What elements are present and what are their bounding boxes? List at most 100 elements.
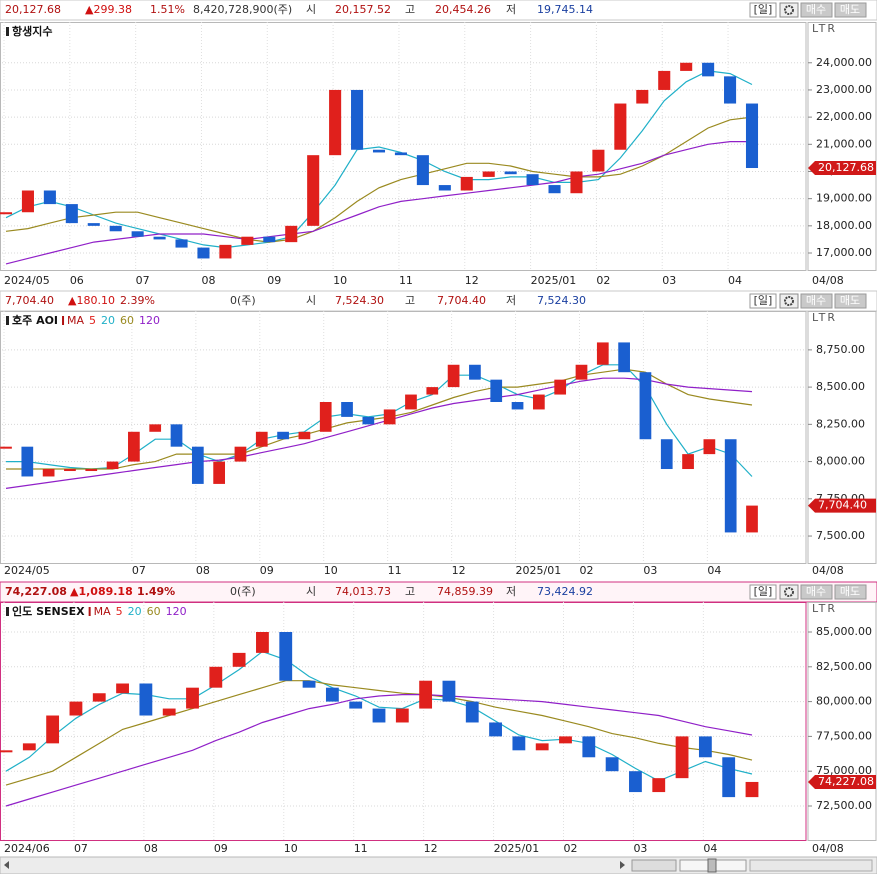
ma-line — [5, 70, 753, 249]
period-button[interactable]: [일] — [754, 584, 773, 598]
y-tick-label: 8,000.00 — [816, 455, 865, 468]
header-field: 0(주) — [230, 585, 256, 598]
header-field: ▲299.38 — [85, 3, 132, 16]
x-tick-label: 07 — [74, 842, 88, 855]
header-field: 20,157.52 — [335, 3, 391, 16]
candle — [526, 174, 539, 186]
buy-button[interactable]: 매수 — [806, 294, 826, 307]
settings-icon — [784, 296, 794, 306]
period-button[interactable]: [일] — [754, 2, 773, 16]
sell-button[interactable]: 매도 — [840, 294, 860, 307]
title-marker — [6, 316, 9, 325]
candle — [131, 231, 144, 237]
settings-button[interactable] — [779, 584, 799, 600]
x-tick-label: 08 — [201, 274, 215, 287]
sell-box[interactable] — [834, 2, 867, 18]
scrollbar — [0, 856, 877, 874]
legend-entry: 60 — [120, 314, 134, 327]
axis-frame — [807, 602, 877, 841]
candle — [660, 439, 673, 470]
x-tick-label: 12 — [424, 842, 438, 855]
plot-frame — [0, 22, 807, 271]
buy-box[interactable] — [800, 293, 833, 309]
y-tick-label: 18,000.00 — [816, 219, 872, 232]
y-tick-label: 75,000.00 — [816, 764, 872, 777]
x-tick-label: 08 — [144, 842, 158, 855]
buy-button[interactable]: 매수 — [806, 3, 826, 16]
settings-button[interactable] — [779, 2, 799, 18]
x-tick-label: 03 — [643, 564, 657, 577]
candle — [703, 439, 716, 455]
candle — [186, 687, 199, 709]
x-tick-label: 04 — [728, 274, 742, 287]
axis-mode[interactable]: LTR — [812, 22, 837, 35]
x-tick-label: 09 — [214, 842, 228, 855]
header-field: 19,745.14 — [537, 3, 593, 16]
candle — [298, 431, 311, 440]
candle — [582, 736, 596, 758]
candle — [139, 683, 153, 716]
ma-line — [5, 377, 753, 489]
candle — [405, 394, 417, 410]
candle — [65, 204, 78, 224]
candle — [0, 212, 13, 215]
candle — [92, 693, 106, 702]
legend-marker — [88, 607, 91, 616]
sell-button[interactable]: 매도 — [840, 3, 860, 16]
y-tick-label: 82,500.00 — [816, 660, 872, 673]
x-tick-label: 03 — [662, 274, 676, 287]
candle — [395, 708, 409, 723]
header-field: 20,454.26 — [435, 3, 491, 16]
candle — [426, 387, 439, 395]
period-box[interactable] — [749, 584, 777, 600]
candle — [191, 446, 204, 484]
settings-button[interactable] — [779, 293, 799, 309]
candle — [21, 446, 34, 477]
header-field: 저 — [506, 3, 516, 16]
scroll-left[interactable] — [4, 861, 9, 869]
x-tick-label: 11 — [399, 274, 413, 287]
candle — [438, 185, 451, 191]
candle — [592, 149, 605, 172]
candle — [153, 236, 166, 240]
play-controls[interactable] — [631, 859, 677, 872]
sell-button[interactable]: 매도 — [840, 585, 860, 598]
scroll-right[interactable] — [620, 861, 625, 869]
header-field: 저 — [506, 294, 516, 307]
panel-title: 호주 AOI — [12, 313, 58, 327]
axis-mode[interactable]: LTR — [812, 311, 837, 324]
x-tick-label: 2025/01 — [516, 564, 562, 577]
axis-mode[interactable]: LTR — [812, 602, 837, 615]
candle — [548, 185, 561, 194]
y-tick-label: 8,500.00 — [816, 380, 865, 393]
header-field: 1.51% — [150, 3, 185, 16]
buy-box[interactable] — [800, 584, 833, 600]
candle — [175, 239, 188, 248]
header-field: 고 — [405, 3, 415, 16]
x-tick-label: 06 — [70, 274, 84, 287]
title-marker — [6, 607, 9, 616]
period-box[interactable] — [749, 2, 777, 18]
tool-icons[interactable] — [749, 859, 873, 872]
x-tick-label: 10 — [333, 274, 347, 287]
header-field: 2.39% — [120, 294, 155, 307]
candle — [255, 431, 268, 447]
candle — [234, 446, 247, 462]
buy-box[interactable] — [800, 2, 833, 18]
period-button[interactable]: [일] — [754, 293, 773, 307]
legend-entry: 5 — [89, 314, 96, 327]
legend-marker — [62, 316, 65, 325]
buy-button[interactable]: 매수 — [806, 585, 826, 598]
zoom-thumb[interactable] — [707, 858, 717, 873]
candle — [652, 778, 666, 793]
candle — [128, 431, 140, 462]
sell-box[interactable] — [834, 293, 867, 309]
candle — [511, 402, 524, 410]
sell-box[interactable] — [834, 584, 867, 600]
candle — [682, 454, 694, 470]
x-tick-label: 09 — [267, 274, 281, 287]
end-date: 04/08 — [812, 274, 844, 287]
y-tick-label: 21,000.00 — [816, 137, 872, 150]
candle — [209, 666, 223, 688]
period-box[interactable] — [749, 293, 777, 309]
